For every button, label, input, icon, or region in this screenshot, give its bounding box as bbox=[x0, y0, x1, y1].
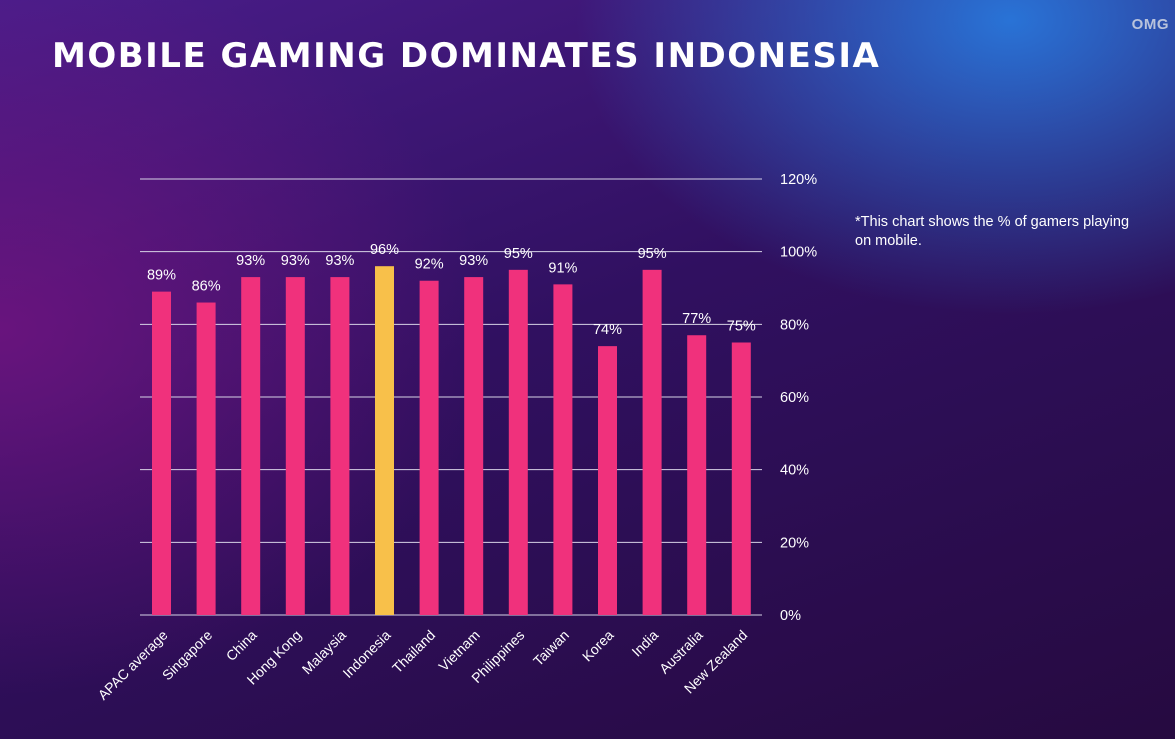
category-label: Indonesia bbox=[339, 627, 393, 681]
bar-malaysia bbox=[330, 277, 350, 615]
y-tick-label: 0% bbox=[780, 608, 801, 624]
category-label: India bbox=[628, 627, 661, 660]
y-tick-label: 40% bbox=[780, 463, 809, 479]
data-label: 75% bbox=[727, 319, 756, 335]
bar-vietnam bbox=[464, 277, 484, 615]
bar-philippines bbox=[508, 269, 528, 615]
bar-indonesia bbox=[375, 266, 394, 615]
data-label: 92% bbox=[415, 257, 444, 273]
bar-new-zealand bbox=[731, 342, 751, 615]
bar-hong-kong bbox=[285, 277, 305, 615]
bar-singapore bbox=[196, 302, 216, 615]
data-label: 96% bbox=[370, 242, 399, 258]
category-label: Taiwan bbox=[530, 627, 572, 669]
category-label: China bbox=[223, 627, 260, 664]
category-label: Thailand bbox=[389, 627, 438, 676]
data-label: 77% bbox=[682, 311, 711, 327]
omg-logo: OMG bbox=[1131, 16, 1169, 33]
y-tick-label: 100% bbox=[780, 245, 817, 261]
slide-title: MOBILE GAMING DOMINATES INDONESIA bbox=[52, 36, 881, 76]
data-label: 95% bbox=[638, 246, 667, 262]
category-label: Korea bbox=[579, 627, 617, 665]
data-label: 93% bbox=[236, 253, 265, 269]
bar-thailand bbox=[419, 280, 439, 615]
bar-korea bbox=[598, 346, 617, 615]
data-label: 86% bbox=[192, 279, 221, 295]
data-label: 74% bbox=[593, 322, 622, 338]
data-label: 95% bbox=[504, 246, 533, 262]
bar-india bbox=[642, 269, 662, 615]
y-tick-label: 120% bbox=[780, 172, 817, 188]
bar-apac-average bbox=[152, 291, 171, 615]
data-label: 89% bbox=[147, 268, 176, 284]
category-label: APAC average bbox=[95, 627, 171, 703]
bar-australia bbox=[687, 335, 707, 615]
data-label: 93% bbox=[281, 253, 310, 269]
y-tick-label: 60% bbox=[780, 390, 809, 406]
data-label: 91% bbox=[548, 260, 577, 276]
y-tick-label: 20% bbox=[780, 535, 809, 551]
data-label: 93% bbox=[325, 253, 354, 269]
y-tick-label: 80% bbox=[780, 317, 809, 333]
bar-china bbox=[241, 277, 261, 615]
data-label: 93% bbox=[459, 253, 488, 269]
bar-taiwan bbox=[553, 284, 573, 615]
chart-footnote: *This chart shows the % of gamers playin… bbox=[855, 214, 1130, 249]
